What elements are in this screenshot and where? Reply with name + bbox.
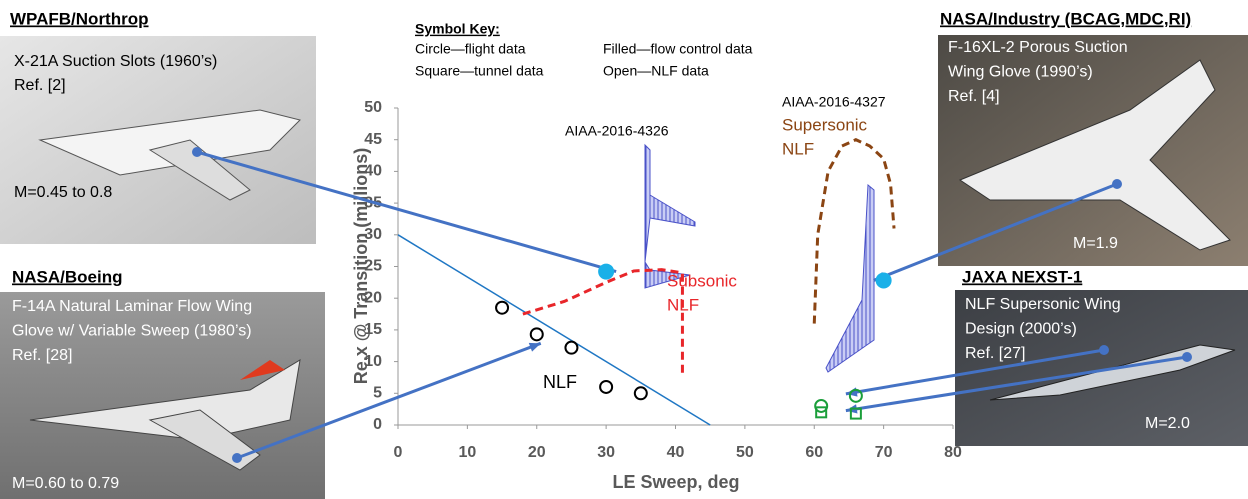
- x-tick-label: 40: [667, 444, 685, 461]
- panel-heading: JAXA NEXST-1: [962, 267, 1082, 286]
- panel-heading: WPAFB/Northrop: [10, 9, 149, 28]
- panel-text: Ref. [4]: [948, 88, 1000, 105]
- plane-wing: [148, 139, 251, 201]
- y-tick-label: 20: [364, 289, 382, 306]
- y-tick-label: 40: [364, 163, 382, 180]
- panel-text: F-14A Natural Laminar Flow Wing: [12, 298, 252, 315]
- annotation: AIAA-2016-4327: [782, 94, 886, 110]
- arrow-dot: [1112, 179, 1122, 189]
- key-item: Square—tunnel data: [415, 63, 544, 79]
- point: [529, 327, 544, 342]
- x-tick-label: 60: [805, 444, 823, 461]
- y-tick-label: 10: [364, 353, 382, 370]
- panel-text: Ref. [27]: [965, 345, 1025, 362]
- point: [849, 407, 862, 420]
- x-tick-label: 20: [528, 444, 546, 461]
- x-tick-label: 50: [736, 444, 754, 461]
- x-tick-label: 10: [458, 444, 476, 461]
- arrow-dot: [232, 453, 242, 463]
- panel-text: Glove w/ Variable Sweep (1980’s): [12, 323, 252, 340]
- arrow: [236, 341, 542, 460]
- y-tick-label: 50: [364, 99, 382, 116]
- point: [633, 386, 648, 401]
- plane-wing: [148, 409, 261, 471]
- key-item: Open—NLF data: [603, 63, 709, 79]
- key-title: Symbol Key:: [415, 21, 500, 37]
- x-tick-label: 30: [597, 444, 615, 461]
- y-tick-label: 0: [373, 416, 382, 433]
- point: [598, 263, 615, 280]
- curve: [397, 234, 711, 426]
- wing-sketch: [644, 143, 696, 289]
- arrow: [196, 150, 617, 274]
- arrow-dot: [1182, 352, 1192, 362]
- arrow-dot: [1099, 345, 1109, 355]
- x-axis-label: LE Sweep, deg: [612, 472, 739, 492]
- plane: [38, 109, 301, 176]
- panel-text: Wing Glove (1990’s): [948, 64, 1093, 81]
- plane: [29, 359, 301, 441]
- key-item: Filled—flow control data: [603, 41, 753, 57]
- wing-sketch: [825, 183, 875, 373]
- annotation: NLF: [782, 139, 814, 158]
- panel-text: Ref. [28]: [12, 347, 72, 364]
- panel-heading: NASA/Industry (BCAG,MDC,RI): [940, 9, 1191, 28]
- annotation: NLF: [667, 295, 699, 314]
- point: [815, 406, 828, 419]
- arrow: [845, 355, 1188, 413]
- key-item: Circle—flight data: [415, 41, 526, 57]
- x-tick-label: 80: [944, 444, 962, 461]
- arrow: [845, 348, 1105, 396]
- y-axis-label: Re,x @ Transition (millions): [351, 148, 371, 385]
- panel-text: F-16XL-2 Porous Suction: [948, 39, 1128, 56]
- annotation: AIAA-2016-4326: [565, 123, 669, 139]
- y-tick-label: 45: [364, 131, 382, 148]
- point: [599, 379, 614, 394]
- annotation: Supersonic: [782, 115, 868, 134]
- plane-tail: [240, 360, 285, 380]
- y-tick-label: 5: [373, 385, 382, 402]
- panel-mach: M=2.0: [1145, 415, 1190, 432]
- panel-text: Ref. [2]: [14, 77, 66, 94]
- arrow: [873, 182, 1118, 282]
- y-tick-label: 30: [364, 226, 382, 243]
- panel-text: Design (2000’s): [965, 321, 1077, 338]
- panel-mach: M=0.45 to 0.8: [14, 184, 112, 201]
- curve: [522, 268, 684, 375]
- x-tick-label: 0: [394, 444, 403, 461]
- point: [875, 272, 892, 289]
- point: [564, 340, 579, 355]
- panel-heading: NASA/Boeing: [12, 267, 123, 286]
- annotation: NLF: [543, 372, 577, 392]
- plane: [958, 59, 1231, 251]
- panel-text: NLF Supersonic Wing: [965, 296, 1121, 313]
- panel-mach: M=0.60 to 0.79: [12, 475, 119, 492]
- panel-text: X-21A Suction Slots (1960’s): [14, 53, 217, 70]
- y-tick-label: 25: [364, 258, 382, 275]
- point: [814, 398, 829, 413]
- y-tick-label: 15: [364, 321, 382, 338]
- curve: [812, 138, 896, 324]
- arrow-dot: [192, 147, 202, 157]
- x-tick-label: 70: [875, 444, 893, 461]
- arrow-head: [528, 342, 541, 352]
- panel-mach: M=1.9: [1073, 235, 1118, 252]
- point: [848, 388, 863, 403]
- point: [495, 300, 510, 315]
- annotation: Subsonic: [667, 271, 737, 290]
